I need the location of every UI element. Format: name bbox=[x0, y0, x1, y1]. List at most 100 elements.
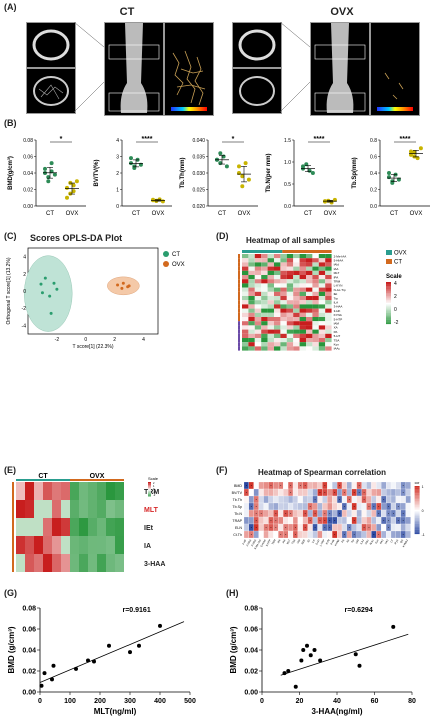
row-cluster-bar bbox=[238, 262, 240, 267]
heatmap-cell bbox=[248, 287, 255, 292]
heatmap-cell bbox=[287, 495, 294, 504]
heatmap-cell bbox=[280, 304, 287, 309]
heatmap-cell bbox=[293, 317, 300, 322]
row-cluster-bar bbox=[238, 342, 240, 347]
heatmap-cell bbox=[312, 254, 319, 259]
significance-mark: * bbox=[251, 526, 253, 530]
significance-mark: * bbox=[319, 519, 321, 523]
significance-mark: * bbox=[310, 505, 312, 509]
row-label: 3-HAA bbox=[334, 305, 343, 309]
heatmap-cell bbox=[356, 516, 362, 525]
heatmap-cell bbox=[336, 530, 343, 539]
heatmap-cell bbox=[336, 516, 343, 525]
y-tick-label: 0.00 bbox=[244, 690, 258, 697]
heatmap-cell bbox=[43, 554, 52, 572]
scatter-point bbox=[39, 683, 44, 688]
row-label: IAAc bbox=[334, 347, 341, 351]
row-label: Ct.Th bbox=[233, 533, 242, 537]
significance-mark: * bbox=[354, 491, 356, 495]
heatmap-cell bbox=[88, 536, 97, 554]
heatmap-cell bbox=[312, 291, 319, 296]
row-cluster-bar bbox=[238, 308, 240, 313]
x-tick-label: 500 bbox=[184, 698, 196, 705]
heatmap-cell bbox=[274, 266, 281, 271]
ovx-group-bar bbox=[70, 479, 124, 481]
column-label: KYN bbox=[324, 538, 330, 545]
heatmap-cell bbox=[106, 554, 115, 572]
heatmap-cell bbox=[242, 312, 249, 317]
heatmap-cell bbox=[322, 502, 328, 511]
heatmap-cell bbox=[293, 291, 300, 296]
heatmap-cell bbox=[390, 523, 397, 532]
scale-gradient-step bbox=[386, 310, 391, 312]
regression-line bbox=[39, 621, 185, 683]
scale-gradient-step bbox=[414, 512, 420, 514]
heatmap-cell bbox=[280, 300, 287, 305]
heatmap-cell bbox=[248, 254, 255, 259]
heatmap-cell bbox=[325, 342, 332, 347]
heatmap-cell bbox=[61, 518, 70, 536]
significance-mark: * bbox=[280, 484, 282, 488]
heatmap-cell bbox=[274, 287, 281, 292]
scale-tick-label: 0 bbox=[153, 487, 155, 491]
bar-chart-ytick-label: 2 bbox=[116, 171, 119, 177]
heatmap-cell bbox=[312, 262, 319, 267]
ct-score-point bbox=[52, 281, 56, 285]
scale-gradient-step bbox=[414, 488, 420, 490]
heatmap-cell bbox=[242, 317, 249, 322]
scale-gradient-step bbox=[414, 525, 420, 527]
heatmap-cell bbox=[280, 291, 287, 296]
bar-chart-ytick-label: 4 bbox=[116, 138, 119, 144]
significance-mark: * bbox=[270, 526, 272, 530]
column-label: IPA bbox=[276, 538, 282, 544]
heatmap-cell bbox=[286, 317, 294, 322]
heatmap-cell bbox=[293, 296, 300, 301]
scale-gradient-step bbox=[148, 483, 151, 485]
heatmap-cell bbox=[381, 481, 387, 490]
row-cluster-bar bbox=[238, 283, 240, 288]
column-label: SER bbox=[300, 538, 306, 545]
heatmap-cell bbox=[395, 523, 401, 532]
heatmap-cell bbox=[317, 530, 323, 539]
row-label: BV/TV bbox=[232, 491, 243, 495]
scale-gradient-step bbox=[414, 499, 420, 501]
heatmap-cell bbox=[318, 287, 326, 292]
heatmap-cell bbox=[341, 495, 348, 504]
y-tick-label: -4 bbox=[22, 323, 27, 329]
heatmap-cell bbox=[267, 262, 274, 267]
significance-mark: * bbox=[275, 519, 277, 523]
heatmap-cell bbox=[286, 254, 294, 259]
significance-mark: * bbox=[305, 484, 307, 488]
heatmap-cell bbox=[395, 495, 401, 504]
heatmap-cell bbox=[293, 258, 300, 263]
heatmap-cell bbox=[293, 270, 300, 275]
heatmap-cell bbox=[286, 325, 294, 330]
row-cluster-bar bbox=[238, 325, 240, 330]
column-label: IAld bbox=[296, 538, 302, 544]
scale-label: Scale bbox=[386, 274, 402, 280]
heatmap-cell bbox=[293, 308, 300, 313]
heatmap-cell bbox=[274, 329, 281, 334]
heatmap-cell bbox=[299, 317, 306, 322]
heatmap-cell bbox=[242, 304, 249, 309]
heatmap-cell bbox=[299, 266, 306, 271]
bar-chart-point bbox=[224, 164, 229, 169]
heatmap-cell bbox=[267, 300, 274, 305]
significance-mark: * bbox=[314, 512, 316, 516]
heatmap-cell bbox=[306, 333, 313, 338]
panel-f-title: Heatmap of Spearman correlation bbox=[258, 468, 387, 477]
heatmap-cell bbox=[312, 342, 319, 347]
scale-gradient-step bbox=[414, 500, 420, 502]
row-label: TRM bbox=[144, 489, 159, 496]
heatmap-cell bbox=[263, 516, 269, 525]
heatmap-cell bbox=[286, 342, 294, 347]
heatmap-cell bbox=[261, 338, 268, 343]
heatmap-cell bbox=[16, 536, 25, 554]
scatter-point bbox=[51, 663, 56, 668]
significance-mark: * bbox=[246, 484, 248, 488]
bar-chart-ytick-label: 0.02 bbox=[23, 188, 33, 194]
significance-mark: * bbox=[378, 512, 380, 516]
heatmap-cell bbox=[267, 325, 274, 330]
heatmap-cell bbox=[307, 481, 313, 490]
scale-gradient-step bbox=[414, 517, 420, 519]
